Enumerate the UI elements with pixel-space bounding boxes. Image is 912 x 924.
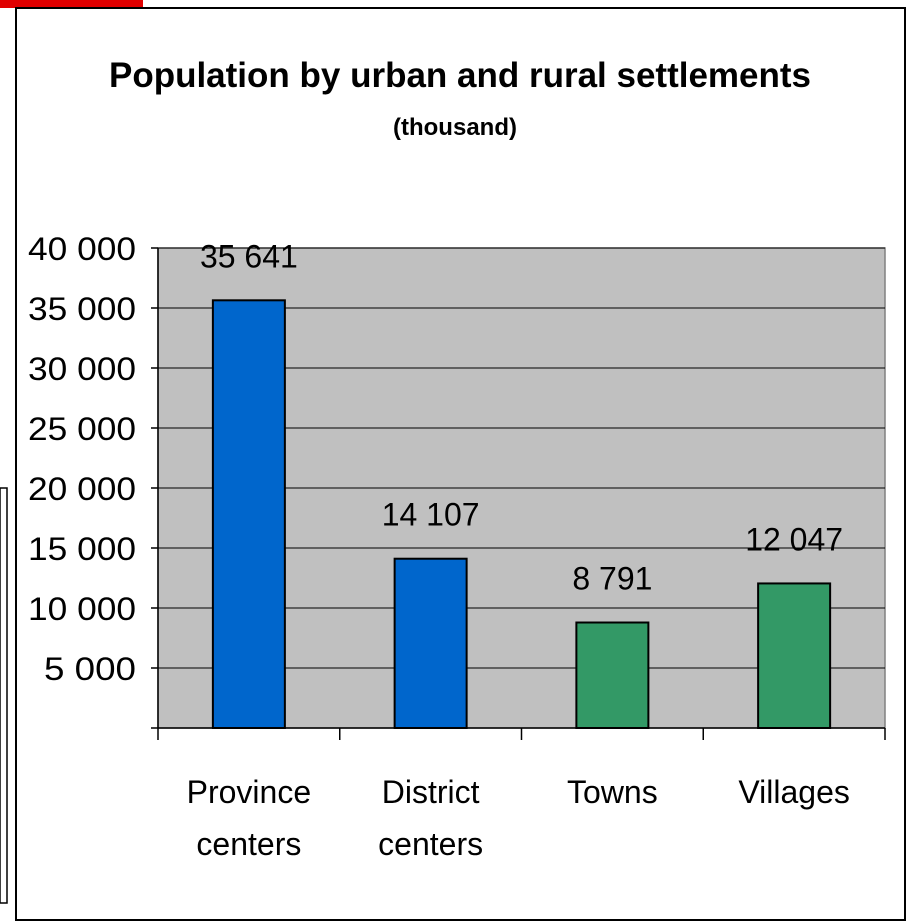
data-label: 35 641 (200, 238, 298, 274)
left-frame-fragment (0, 487, 8, 904)
red-tab-decoration (0, 0, 143, 8)
y-tick-label: 25 000 (28, 411, 136, 447)
y-tick-label: 40 000 (28, 231, 136, 267)
y-tick-label: 30 000 (28, 351, 136, 387)
x-tick-label: Province centers (187, 774, 312, 862)
data-label: 12 047 (745, 521, 843, 557)
axes (151, 247, 886, 740)
data-labels: 35 641 14 107 8 791 12 047 (200, 238, 843, 596)
chart-title: Population by urban and rural settlement… (109, 56, 811, 95)
bar (211, 299, 286, 729)
data-label: 14 107 (382, 497, 480, 533)
y-tick-label: 35 000 (28, 291, 136, 327)
bars (211, 299, 832, 729)
bar (393, 557, 468, 729)
x-tick-label: Villages (738, 774, 849, 810)
y-tick-label: 5 000 (44, 651, 136, 687)
y-tick-label: 20 000 (28, 471, 136, 507)
x-axis-ticks: Province centers District centers Towns Villa… (187, 774, 850, 862)
x-tick-label: District centers (378, 774, 483, 862)
bar (757, 582, 832, 729)
y-tick-label: 10 000 (28, 591, 136, 627)
x-tick-label: Towns (567, 774, 658, 810)
chart-subtitle: (thousand) (393, 114, 517, 141)
data-label: 8 791 (572, 561, 652, 597)
bar (575, 621, 650, 729)
y-axis-ticks: 5 000 10 000 15 000 20 000 25 000 30 000 35 00… (28, 231, 136, 687)
y-tick-label: 15 000 (28, 531, 136, 567)
